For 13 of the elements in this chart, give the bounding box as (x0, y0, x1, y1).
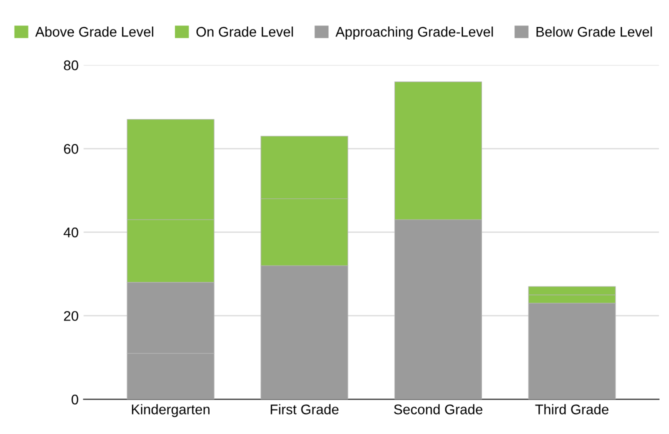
y-tick-label: 0 (72, 394, 78, 404)
legend-label: Below Grade Level (536, 26, 652, 37)
x-tick-label: Second Grade (394, 404, 482, 414)
legend-label: Approaching Grade-Level (336, 26, 493, 40)
x-tick-label: First Grade (270, 404, 339, 414)
y-tick-label: 60 (64, 144, 78, 154)
x-tick-label: Third Grade (535, 404, 608, 414)
x-tick-label: Kindergarten (132, 404, 210, 418)
legend-label: On Grade Level (196, 26, 293, 37)
y-tick-label: 20 (64, 311, 78, 321)
y-tick-label: 80 (64, 60, 78, 70)
y-tick-label: 40 (64, 228, 78, 238)
legend-label: Above Grade Level (35, 26, 154, 37)
